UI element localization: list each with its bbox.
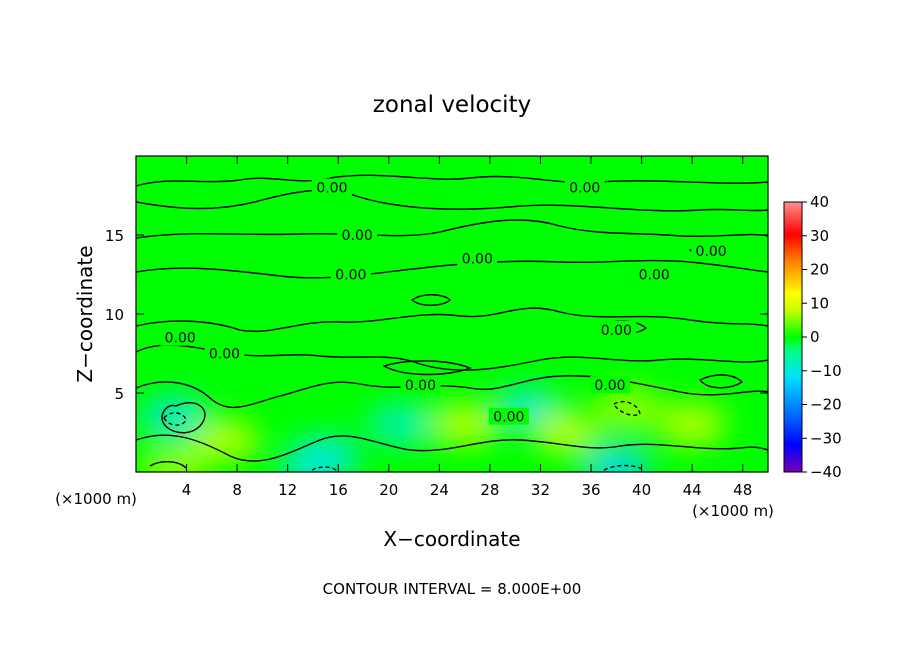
- x-tick-label: 8: [232, 481, 242, 499]
- contour-label-group: 0.00: [634, 265, 675, 284]
- colorbar-tick-label: −30: [810, 429, 842, 447]
- contour-line: [136, 174, 768, 187]
- contour-line: [136, 219, 768, 239]
- y-tick-label: 10: [105, 306, 124, 324]
- contour-label-group: 0.00: [311, 178, 352, 197]
- x-tick-label: 4: [182, 481, 192, 499]
- contour-line: [149, 461, 187, 469]
- x-tick-label: 24: [430, 481, 449, 499]
- field-anomaly: [658, 402, 727, 447]
- colorbar-tick-label: 30: [810, 227, 829, 245]
- contour-label-bg: [400, 376, 441, 394]
- contour-label: 0.00: [342, 228, 373, 244]
- colorbar-tick-label: 10: [810, 294, 829, 312]
- chart-title: zonal velocity: [373, 92, 531, 118]
- contour-label-bg: [564, 178, 605, 196]
- contour-label-group: 0.00: [400, 376, 441, 394]
- colorbar-tick-label: 40: [810, 193, 829, 211]
- colorbar-ticks: 40 30 20 10 0 −10 −20 −30 −40: [802, 193, 842, 481]
- contour-interval-note: CONTOUR INTERVAL = 8.000E+00: [323, 580, 582, 598]
- contour-label-group: 0.00: [590, 376, 630, 394]
- colorbar-tick-label: −40: [810, 463, 842, 481]
- x-axis-unit-left: (×1000 m): [55, 490, 137, 508]
- contour-label: 0.00: [165, 331, 196, 347]
- x-tick-label: 12: [278, 481, 297, 499]
- contour-label: 0.00: [209, 347, 240, 363]
- field-anomaly: [367, 402, 436, 447]
- field-anomaly: [582, 445, 651, 472]
- contour-label: 0.00: [594, 378, 625, 394]
- contour-label: 0.00: [639, 268, 670, 284]
- field-anomaly: [430, 402, 499, 447]
- contour-label-bg: [488, 407, 529, 425]
- x-axis-ticks: 4 8 12 16 20 24 28 32 36 40 44 48: [182, 156, 752, 499]
- x-tick-label: 28: [480, 481, 499, 499]
- heatmap-field: 0.00 0.00 0.00 0.00 0.00 0.00 0.00 0.00 0.00 0.00…: [136, 156, 768, 472]
- y-axis-ticks: 5 10 15: [105, 227, 768, 403]
- contour-label-bg: [337, 226, 378, 243]
- contour-label-group: 0.00: [330, 265, 371, 284]
- contour-line: [136, 307, 768, 333]
- x-tick-label: 44: [683, 481, 702, 499]
- contour-label: 0.00: [405, 378, 436, 394]
- contour-label-bg: [330, 265, 371, 283]
- x-tick-label: 16: [329, 481, 348, 499]
- contour-line: [311, 466, 337, 471]
- contour-label-bg: [590, 376, 630, 394]
- colorbar-tick-label: −10: [810, 362, 842, 380]
- x-axis-label: X−coordinate: [383, 527, 520, 551]
- x-tick-label: 48: [733, 481, 752, 499]
- contour-label-bg: [457, 249, 498, 267]
- field-anomaly: [190, 418, 259, 463]
- y-tick-label: 15: [105, 227, 124, 245]
- contour-line: [410, 294, 451, 306]
- y-axis-label: Z−coordinate: [73, 245, 97, 382]
- x-tick-label: 32: [531, 481, 550, 499]
- colorbar-tick-label: 0: [810, 328, 820, 346]
- contour-line: [136, 189, 768, 212]
- contour-label: 0.00: [601, 323, 632, 339]
- contour-label-bg: [634, 265, 675, 283]
- colorbar: [783, 201, 803, 473]
- contour-labels: 0.00 0.00 0.00 0.00 0.00 0.00 0.00 0.00 0.00 0.00…: [160, 178, 732, 426]
- field-anomaly: [531, 410, 600, 455]
- colorbar-tick-label: 20: [810, 261, 829, 279]
- x-axis-unit-right: (×1000 m): [692, 502, 774, 520]
- field-anomaly: [139, 394, 208, 439]
- contour-label-bg: [204, 344, 245, 362]
- contour-label: 0.00: [462, 252, 493, 268]
- contour-label: 0.00: [696, 244, 727, 260]
- contour-label-group: 0.00: [596, 320, 637, 339]
- field-anomaly: [594, 386, 663, 431]
- contour-line: [136, 434, 768, 462]
- x-tick-label: 40: [632, 481, 651, 499]
- x-tick-label: 20: [379, 481, 398, 499]
- contour-label-bg: [691, 241, 732, 259]
- contour-label-bg: [160, 328, 201, 346]
- contour-label-bg: [596, 320, 637, 338]
- contour-label: 0.00: [569, 181, 600, 197]
- contour-line: [163, 412, 187, 426]
- contour-label-group: 0.00: [204, 344, 245, 363]
- contour-line: [382, 360, 472, 376]
- contour-label-group: 0.00: [160, 328, 201, 347]
- contour-label-group: 0.00: [691, 241, 732, 260]
- contour-label-bg: [311, 178, 352, 196]
- contour-label-group: 0.00: [564, 178, 605, 197]
- x-tick-label: 36: [581, 481, 600, 499]
- y-tick-label: 5: [114, 385, 124, 403]
- field-anomaly: [291, 434, 360, 472]
- contour-line: [161, 401, 206, 434]
- contour-label-group: 0.00: [457, 249, 498, 268]
- contour-line: [698, 374, 744, 389]
- contour-label: 0.00: [493, 410, 524, 426]
- colorbar-tick-label: −20: [810, 396, 842, 414]
- contour-label: 0.00: [335, 268, 366, 284]
- contour-line: [613, 400, 641, 416]
- contour-label-group: 0.00: [337, 226, 378, 244]
- contour-label: 0.00: [316, 181, 347, 197]
- contour-label-group: 0.00: [488, 407, 529, 426]
- field-anomaly: [139, 445, 208, 472]
